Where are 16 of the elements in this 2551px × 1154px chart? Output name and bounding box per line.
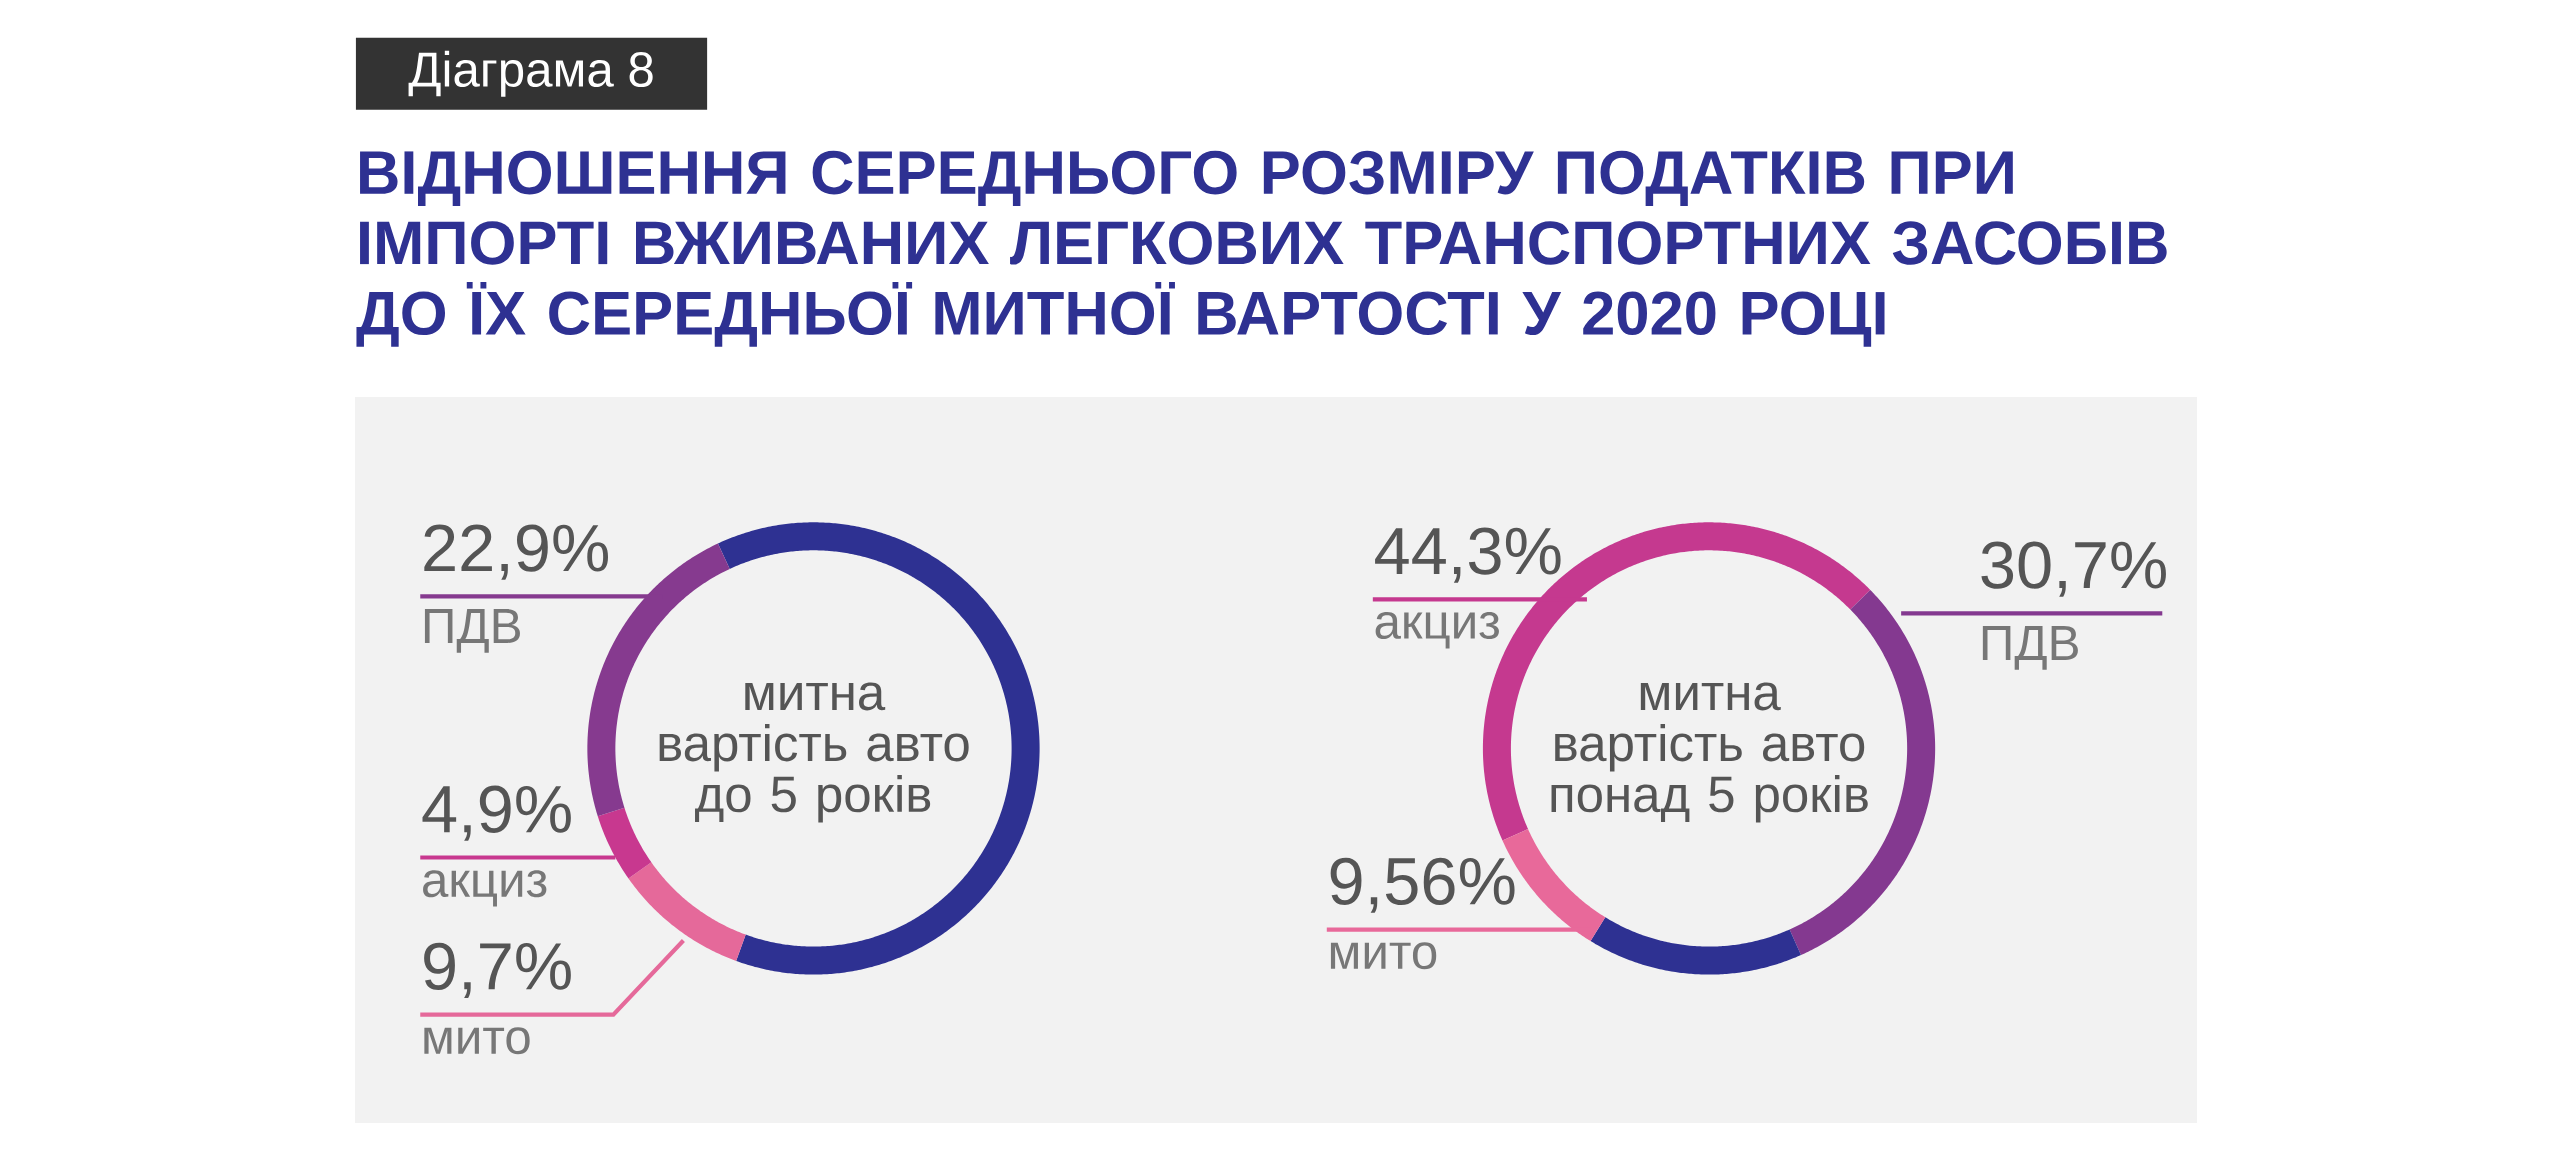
data-label: 4,9% [422,785,571,841]
slice-label: мито [1330,942,1437,970]
slice-label: акциз [423,870,547,907]
data-label: 30,7% [1981,541,2166,597]
slice-label: ПДВ [424,609,520,653]
slice-label: митна вартість авто понад 5 років [1551,682,1868,823]
data-label: 9,56% [1330,857,1515,913]
slice-label: мито [424,1027,530,1055]
data-label: 9,7% [424,942,571,998]
data-label: 44,3% [1375,527,1561,583]
text: Діаграма 8 [408,50,653,97]
slice-label: акциз [1375,612,1499,649]
text: ВІДНОШЕННЯ СЕРЕДНЬОГО РОЗМІРУ ПОДАТКІВ ПРИ ІМПОРТІ ВЖИВАНИХ ЛЕГКОВИХ ТРАНСПОРТНИХ ЗАСОБІВ ДО ЇХ СЕРЕДНЬОЇ МИТНОЇ ВАРТОСТІ У 2020 РОЦІ [356,150,2167,347]
data-label: 22,9% [424,524,609,580]
slice-label: митна вартість авто до 5 років [659,682,969,823]
slice-label: ПДВ [1982,626,2078,670]
